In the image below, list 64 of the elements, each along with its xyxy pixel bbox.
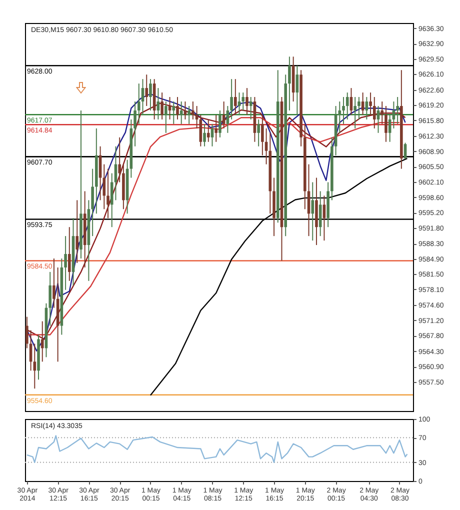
candlestick: [358, 96, 360, 120]
candlestick: [380, 100, 384, 124]
candlestick: [192, 100, 194, 120]
candlestick: [318, 190, 322, 237]
candlestick: [249, 96, 252, 120]
candlestick: [203, 123, 206, 147]
candlestick: [52, 258, 56, 308]
candlestick: [195, 105, 198, 129]
candlestick: [26, 316, 28, 349]
candlestick: [68, 226, 71, 282]
candlestick: [76, 200, 79, 264]
candlestick: [296, 65, 299, 116]
candlestick: [376, 105, 380, 134]
candlestick: [342, 96, 345, 124]
candlestick: [307, 164, 310, 237]
candlestick: [365, 96, 368, 120]
candlestick: [392, 100, 396, 129]
candlestick: [149, 78, 152, 111]
candlestick: [64, 236, 67, 290]
candlestick: [384, 105, 388, 142]
candlestick: [238, 92, 241, 116]
candlestick: [288, 56, 291, 111]
candlestick: [118, 136, 121, 183]
candlestick: [137, 83, 140, 124]
candlestick: [40, 320, 44, 362]
candlestick: [164, 100, 168, 134]
candlestick: [354, 96, 356, 129]
candlestick: [369, 92, 372, 116]
candlestick: [168, 96, 172, 120]
candlestick: [246, 88, 248, 116]
candlestick: [156, 88, 160, 120]
line-series: [26, 435, 408, 463]
candlestick: [242, 92, 245, 111]
candlestick: [361, 92, 364, 116]
candlestick: [134, 100, 136, 147]
candlestick: [29, 330, 32, 372]
candlestick: [91, 168, 94, 237]
candlestick: [257, 118, 260, 147]
candlestick: [199, 114, 202, 147]
candlestick: [222, 100, 226, 129]
candlestick: [346, 92, 349, 120]
candlestick: [210, 123, 214, 147]
candlestick: [160, 92, 164, 120]
candlestick: [106, 168, 110, 219]
candlestick: [372, 96, 376, 129]
candlestick: [214, 114, 218, 142]
candlestick: [230, 78, 233, 120]
candlestick: [396, 96, 399, 124]
candlestick: [311, 182, 314, 242]
candlestick: [264, 128, 268, 165]
candlestick: [145, 74, 148, 106]
candlestick: [404, 142, 407, 159]
candlestick: [184, 100, 187, 120]
candlestick: [33, 343, 36, 390]
candlestick: [98, 146, 102, 201]
candlestick: [176, 96, 179, 120]
candlestick: [261, 114, 264, 156]
candlestick: [234, 78, 237, 116]
candlestick: [206, 118, 210, 142]
candlestick: [180, 100, 183, 124]
candlestick: [172, 100, 176, 124]
candlestick: [188, 105, 190, 124]
candlestick: [218, 110, 222, 138]
candlestick: [48, 271, 52, 326]
